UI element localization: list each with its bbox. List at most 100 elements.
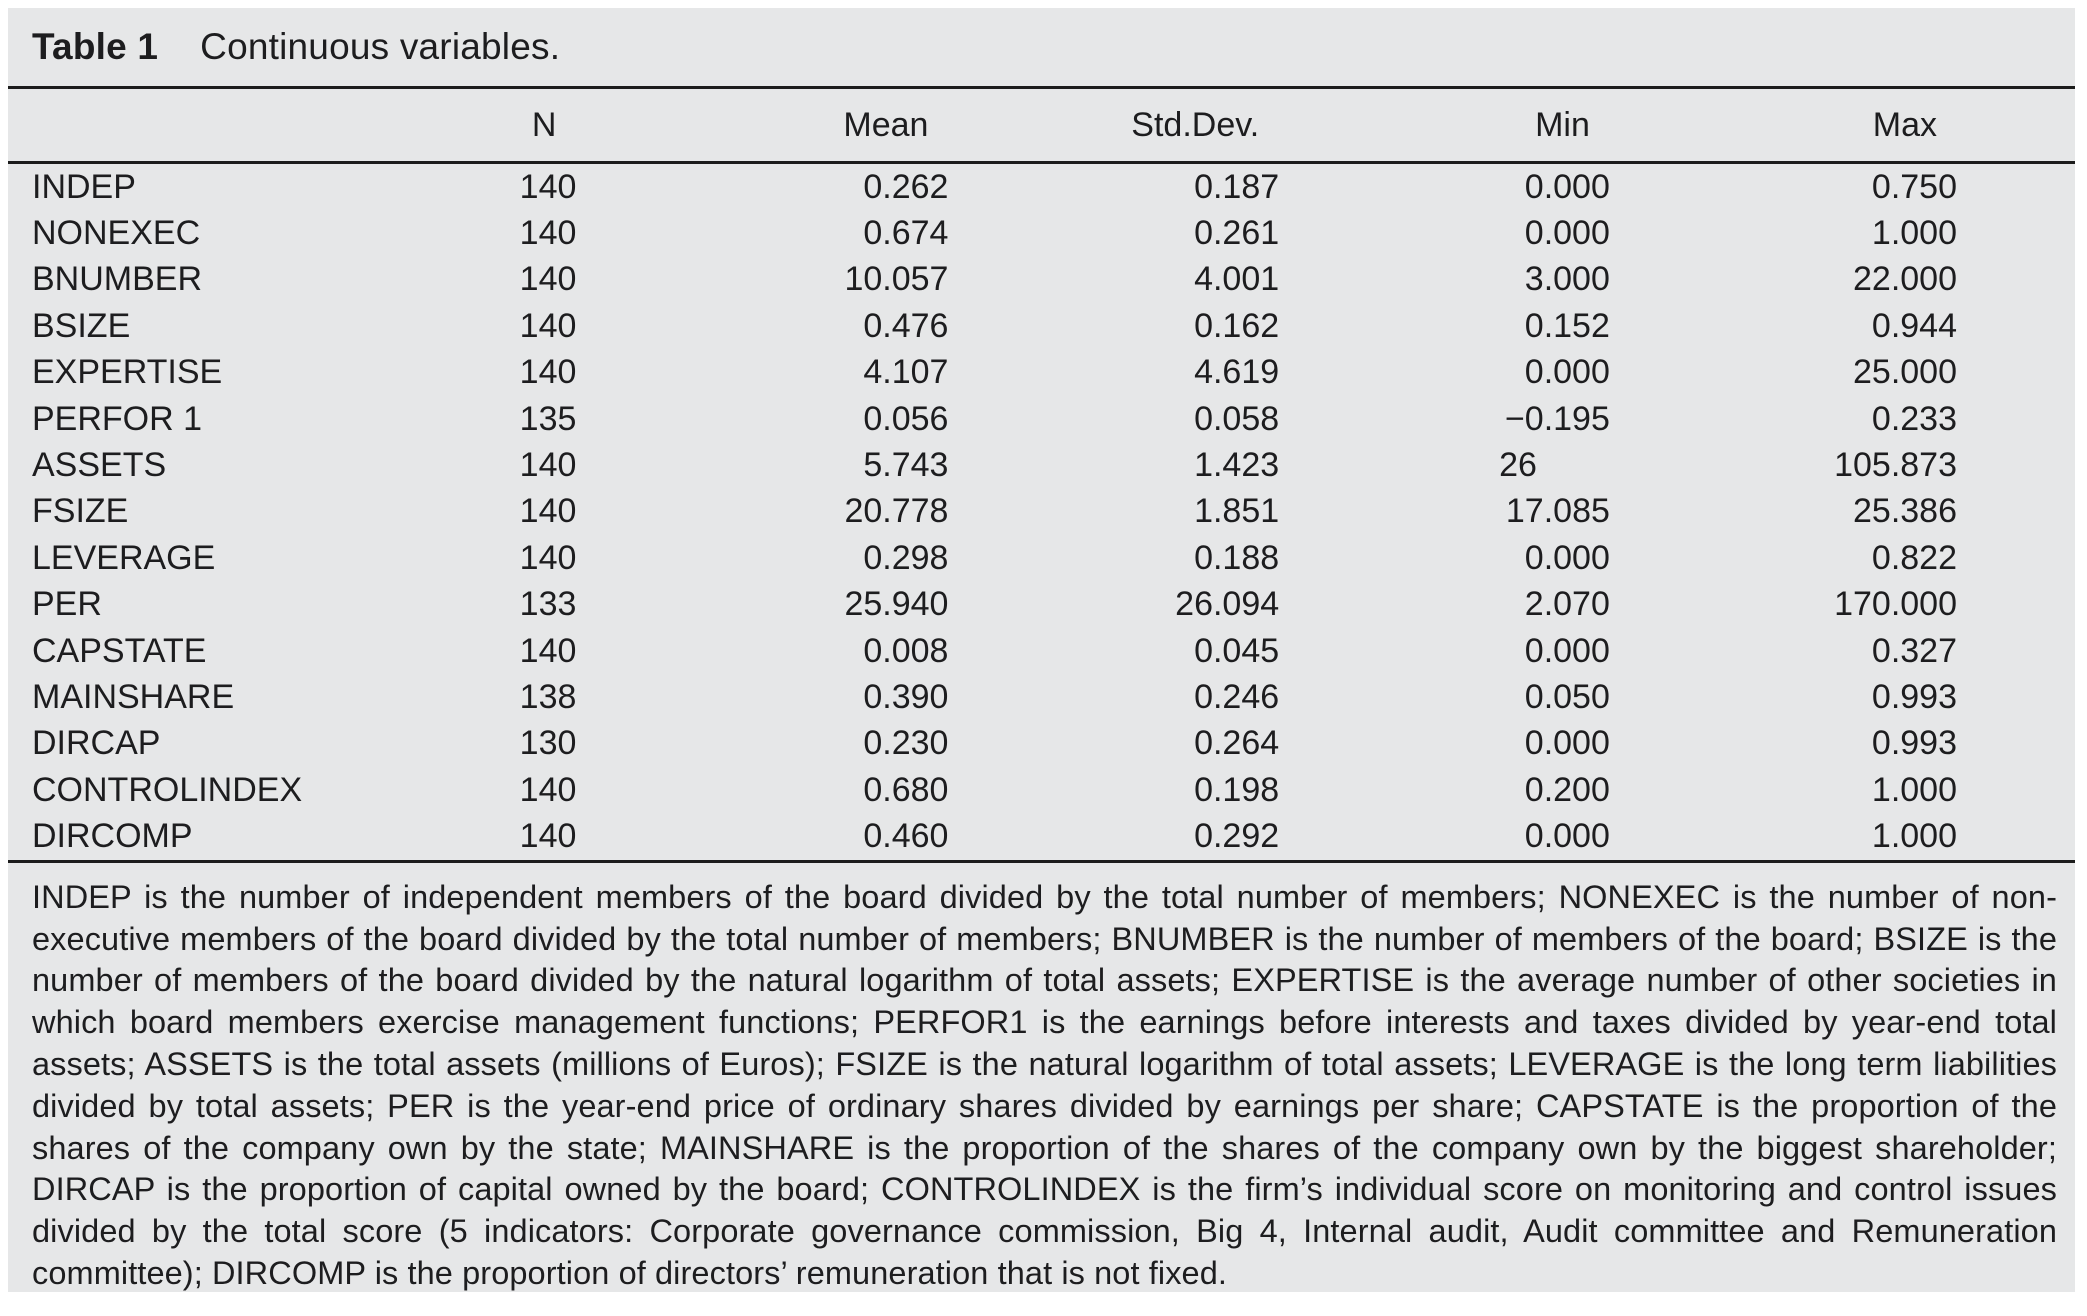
cell-std: 0.162 [1194,306,1280,345]
table-header: N Mean Std.Dev. Min Max [8,87,2075,163]
cell-n: 135 [519,399,577,438]
cell-n: 140 [519,214,577,253]
cell-n: 140 [519,353,577,392]
cell-max: 1.000 [1871,214,1957,253]
cell-name: CONTROLINDEX [32,770,303,809]
cell-n: 140 [519,770,577,809]
cell-max: 0.822 [1871,538,1957,577]
cell-min: 26 [1499,446,1537,485]
cell-std: 0.246 [1194,677,1280,716]
cell-mean: 0.390 [863,677,949,716]
cell-min: 0.000 [1524,353,1610,392]
column-header-max: Max [1872,105,1937,144]
table-panel: Table 1 Continuous variables. N Mean Std… [8,8,2075,1292]
table-row: CONTROLINDEX 140 0.680 0.198 0.200 1.000 [8,767,2075,813]
cell-std: 0.292 [1194,817,1280,856]
cell-max: 0.993 [1871,724,1957,763]
cell-mean: 10.057 [844,260,949,299]
cell-mean: 5.743 [863,446,949,485]
cell-n: 140 [519,446,577,485]
cell-std: 1.423 [1194,446,1280,485]
table-row: LEVERAGE 140 0.298 0.188 0.000 0.822 [8,535,2075,581]
cell-mean: 0.476 [863,306,949,345]
cell-std: 0.188 [1194,538,1280,577]
cell-max: 0.327 [1871,631,1957,670]
cell-min: 0.000 [1524,631,1610,670]
table-row: ASSETS 140 5.743 1.423 26 105.873 [8,442,2075,488]
table-caption: Continuous variables. [200,26,561,67]
column-header-variable [8,88,452,163]
cell-n: 140 [519,492,577,531]
table-row: BSIZE 140 0.476 0.162 0.152 0.944 [8,303,2075,349]
cell-max: 0.944 [1871,306,1957,345]
cell-std: 0.264 [1194,724,1280,763]
cell-name: FSIZE [32,492,129,531]
cell-std: 0.198 [1194,770,1280,809]
table-row: INDEP 140 0.262 0.187 0.000 0.750 [8,163,2075,211]
cell-n: 133 [519,585,577,624]
cell-mean: 0.008 [863,631,949,670]
cell-name: LEVERAGE [32,538,216,577]
table-row: CAPSTATE 140 0.008 0.045 0.000 0.327 [8,628,2075,674]
cell-n: 140 [519,306,577,345]
table-row: EXPERTISE 140 4.107 4.619 0.000 25.000 [8,350,2075,396]
cell-min: 0.050 [1524,677,1610,716]
cell-n: 130 [519,724,577,763]
cell-mean: 0.262 [863,167,949,206]
cell-min: 0.152 [1524,306,1610,345]
header-row: N Mean Std.Dev. Min Max [8,88,2075,163]
cell-name: DIRCAP [32,724,161,763]
cell-std: 26.094 [1175,585,1280,624]
cell-min: 0.000 [1524,214,1610,253]
cell-n: 140 [519,817,577,856]
cell-mean: 0.056 [863,399,949,438]
cell-n: 140 [519,260,577,299]
cell-std: 0.187 [1194,167,1280,206]
cell-std: 1.851 [1194,492,1280,531]
cell-n: 140 [519,167,577,206]
cell-max: 25.000 [1853,353,1957,392]
cell-min: 0.000 [1524,167,1610,206]
cell-name: EXPERTISE [32,353,223,392]
cell-std: 0.058 [1194,399,1280,438]
cell-mean: 4.107 [863,353,949,392]
cell-max: 170.000 [1834,585,1957,624]
cell-name: INDEP [32,167,136,206]
cell-name: CAPSTATE [32,631,207,670]
column-header-stddev: Std.Dev. [1131,105,1260,144]
cell-min: 2.070 [1524,585,1610,624]
table-title: Table 1 Continuous variables. [8,8,2075,86]
cell-name: BNUMBER [32,260,203,299]
cell-mean: 0.298 [863,538,949,577]
cell-mean: 0.230 [863,724,949,763]
column-header-min: Min [1535,105,1590,144]
cell-min: 17.085 [1505,492,1610,531]
cell-name: MAINSHARE [32,677,235,716]
cell-std: 0.045 [1194,631,1280,670]
table-row: DIRCOMP 140 0.460 0.292 0.000 1.000 [8,813,2075,861]
cell-mean: 0.674 [863,214,949,253]
cell-max: 22.000 [1853,260,1957,299]
cell-name: PERFOR 1 [32,399,203,438]
column-header-mean: Mean [843,105,929,144]
cell-max: 0.993 [1871,677,1957,716]
cell-std: 4.001 [1194,260,1280,299]
cell-min: 0.000 [1524,538,1610,577]
cell-min: 0.200 [1524,770,1610,809]
cell-name: DIRCOMP [32,817,193,856]
column-header-n: N [531,105,557,144]
cell-mean: 0.680 [863,770,949,809]
cell-min: 3.000 [1524,260,1610,299]
cell-name: PER [32,585,102,624]
cell-n: 140 [519,631,577,670]
cell-mean: 0.460 [863,817,949,856]
table-body: INDEP 140 0.262 0.187 0.000 0.750 NONEXEC 140 0.… [8,163,2075,862]
table-row: FSIZE 140 20.778 1.851 17.085 25.386 [8,489,2075,535]
cell-name: BSIZE [32,306,131,345]
table-row: NONEXEC 140 0.674 0.261 0.000 1.000 [8,210,2075,256]
cell-max: 0.750 [1871,167,1957,206]
cell-max: 25.386 [1853,492,1957,531]
cell-std: 0.261 [1194,214,1280,253]
cell-name: NONEXEC [32,214,201,253]
